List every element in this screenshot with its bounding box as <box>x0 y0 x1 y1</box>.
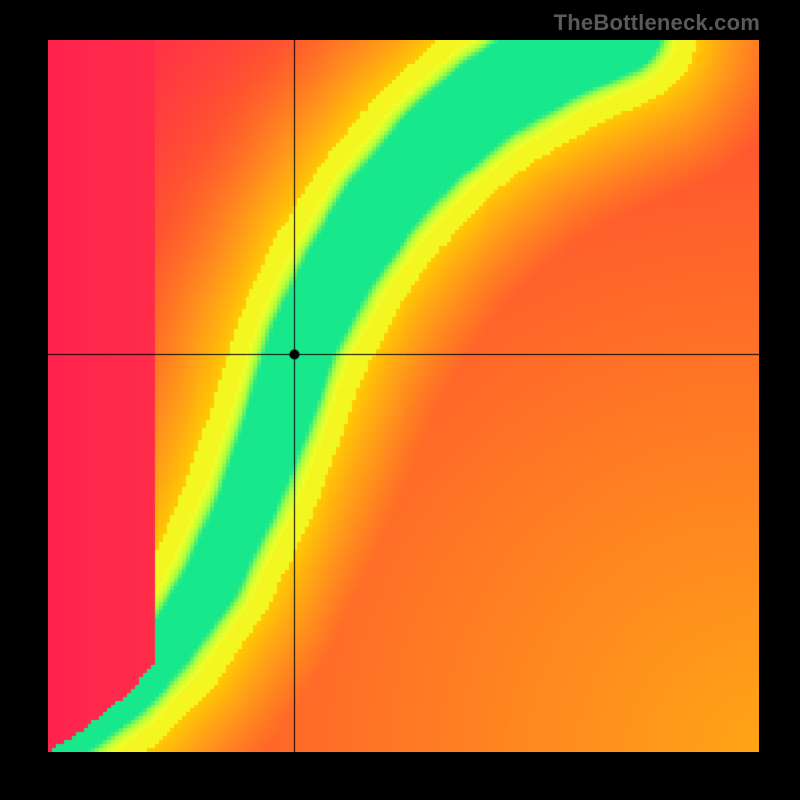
frame-border <box>759 0 800 800</box>
frame-border <box>0 0 48 800</box>
frame-border <box>0 752 800 800</box>
watermark-text: TheBottleneck.com <box>554 10 760 36</box>
bottleneck-heatmap <box>48 40 759 752</box>
